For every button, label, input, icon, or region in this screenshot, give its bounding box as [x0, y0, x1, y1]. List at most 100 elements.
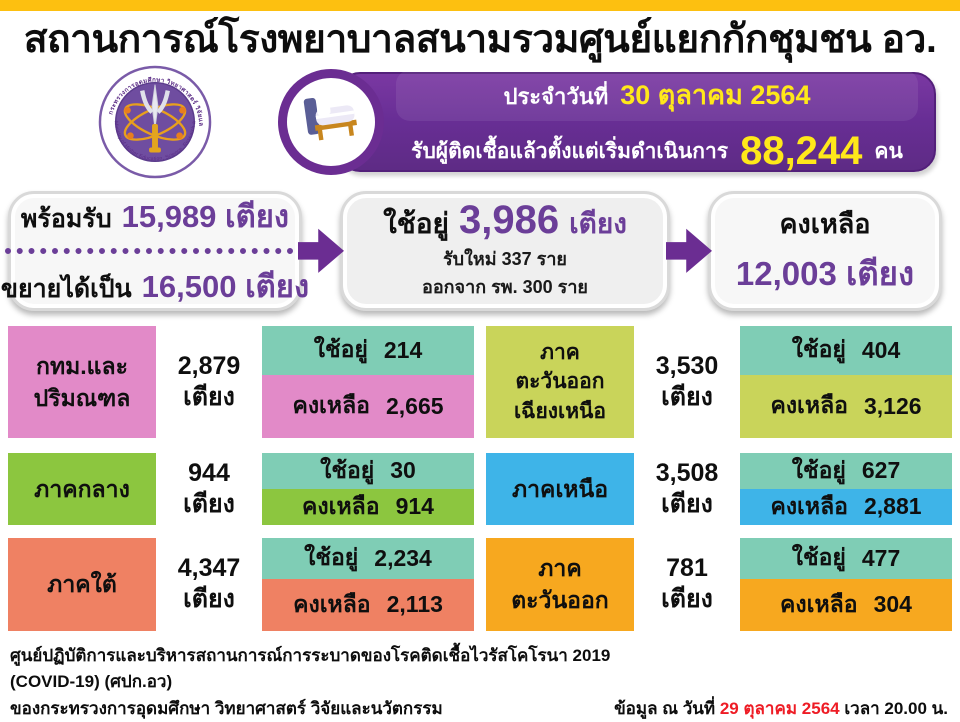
region-name-line: ตะวันออก	[511, 587, 609, 614]
inuse-unit: เตียง	[569, 207, 627, 239]
region-name-line: ภาค	[538, 555, 582, 582]
region-bed-value: 3,530	[655, 351, 719, 380]
region-bed-count: 4,347 เตียง	[161, 537, 257, 631]
used-value: 477	[861, 544, 901, 571]
remain-label: คงเหลือ	[292, 392, 370, 419]
region-used-box: ใช้อยู่ 2,234	[262, 537, 474, 579]
used-label: ใช้อยู่	[313, 336, 368, 363]
region-row-3: ภาคใต้ 4,347 เตียง ใช้อยู่ 2,234 คงเหลือ…	[8, 537, 952, 631]
region-remaining-box: คงเหลือ 2,665	[262, 375, 474, 438]
remain-label: คงเหลือ	[293, 590, 371, 617]
region-remaining-box: คงเหลือ 3,126	[740, 375, 952, 438]
region-name: ภาคใต้	[8, 537, 156, 631]
region-bed-value: 781	[666, 554, 708, 583]
region-remaining-box: คงเหลือ 2,113	[262, 578, 474, 631]
date-value: 30 ตุลาคม 2564	[620, 80, 811, 111]
region-bed-unit: เตียง	[661, 585, 713, 614]
region-name-line: ภาคเหนือ	[511, 475, 609, 502]
region-usage-stack: ใช้อยู่ 477 คงเหลือ 304	[740, 537, 952, 631]
region-bed-count: 3,530 เตียง	[639, 325, 735, 438]
remain-label: คงเหลือ	[770, 392, 848, 419]
region-remaining-box: คงเหลือ 304	[740, 578, 952, 631]
region-row-1: กทม.และ ปริมณฑล 2,879 เตียง ใช้อยู่ 214 …	[8, 325, 952, 438]
region-name: ภาค ตะวันออก เฉียงเหนือ	[486, 325, 634, 438]
region-remaining-box: คงเหลือ 914	[262, 488, 474, 525]
cumulative-label: รับผู้ติดเชื้อแล้วตั้งแต่เริ่มดำเนินการ	[411, 139, 729, 163]
trident-icon	[140, 84, 170, 153]
cumulative-value: 88,244	[740, 129, 863, 174]
region-name-line: เฉียงเหนือ	[513, 399, 607, 423]
region-bed-value: 4,347	[177, 554, 241, 583]
ready-label: พร้อมรับ	[20, 204, 112, 233]
used-label: ใช้อยู่	[791, 544, 846, 571]
data-asof: ข้อมูล ณ วันที่ 29 ตุลาคม 2564 เวลา 20.0…	[614, 695, 948, 722]
asof-date: 29 ตุลาคม 2564	[719, 698, 840, 718]
region-name: ภาคกลาง	[8, 452, 156, 525]
region-row-2: ภาคกลาง 944 เตียง ใช้อยู่ 30 คงเหลือ 914…	[8, 452, 952, 525]
remain-label: คงเหลือ	[770, 492, 848, 519]
used-value: 214	[383, 336, 423, 363]
region-used-box: ใช้อยู่ 214	[262, 325, 474, 376]
region-usage-stack: ใช้อยู่ 627 คงเหลือ 2,881	[740, 452, 952, 525]
region-used-box: ใช้อยู่ 477	[740, 537, 952, 579]
used-value: 404	[861, 336, 901, 363]
orbit-electrons	[124, 106, 186, 139]
used-label: ใช้อยู่	[791, 456, 846, 483]
used-label: ใช้อยู่	[791, 336, 846, 363]
region-name-line: ภาคกลาง	[34, 475, 130, 502]
region-used-box: ใช้อยู่ 30	[262, 452, 474, 489]
remaining-value: 12,003 เตียง	[735, 254, 915, 292]
flow-arrow-icon	[666, 228, 712, 273]
remain-value: 2,881	[863, 493, 922, 520]
used-value: 30	[390, 457, 416, 484]
footer-org-line1: ศูนย์ปฏิบัติการและบริหารสถานการณ์การระบา…	[10, 645, 611, 692]
header-row: กระทรวงการอุดมศึกษา วิทยาศาสตร์ วิจัยและ…	[0, 65, 960, 181]
remain-label: คงเหลือ	[780, 590, 858, 617]
footer-org-line2: ของกระทรวงการอุดมศึกษา วิทยาศาสตร์ วิจัย…	[10, 698, 443, 718]
remain-label: คงเหลือ	[302, 492, 380, 519]
region-used-box: ใช้อยู่ 627	[740, 452, 952, 489]
badge-date-row: ประจำวันที่ 30 ตุลาคม 2564	[396, 70, 918, 122]
region-bed-unit: เตียง	[661, 489, 713, 518]
region-name-line: ภาคใต้	[47, 571, 117, 598]
capacity-divider	[5, 247, 305, 254]
page-title: สถานการณ์โรงพยาบาลสนามรวมศูนย์แยกกักชุมช…	[23, 18, 937, 61]
bed-icon-circle	[278, 68, 384, 175]
region-bed-unit: เตียง	[183, 382, 235, 411]
region-used-box: ใช้อยู่ 404	[740, 325, 952, 376]
region-card-south: ภาคใต้ 4,347 เตียง ใช้อยู่ 2,234 คงเหลือ…	[8, 537, 474, 631]
region-usage-stack: ใช้อยู่ 214 คงเหลือ 2,665	[262, 325, 474, 438]
date-badge: ประจำวันที่ 30 ตุลาคม 2564 รับผู้ติดเชื้…	[278, 68, 936, 175]
region-bed-unit: เตียง	[183, 585, 235, 614]
remain-value: 304	[873, 591, 912, 618]
asof-prefix: ข้อมูล ณ วันที่	[614, 698, 716, 718]
remain-value: 2,665	[385, 392, 444, 419]
inuse-box: ใช้อยู่ 3,986 เตียง รับใหม่ 337 ราย ออกจ…	[340, 190, 670, 311]
region-name-line: ภาค	[540, 340, 580, 364]
region-name-line: กทม.และ	[36, 352, 128, 379]
region-usage-stack: ใช้อยู่ 2,234 คงเหลือ 2,113	[262, 537, 474, 631]
region-bed-count: 2,879 เตียง	[161, 325, 257, 438]
asof-suffix: เวลา 20.00 น.	[844, 698, 948, 718]
used-label: ใช้อยู่	[320, 456, 375, 483]
region-card-bkk: กทม.และ ปริมณฑล 2,879 เตียง ใช้อยู่ 214 …	[8, 325, 474, 438]
region-name: กทม.และ ปริมณฑล	[8, 325, 156, 438]
region-name-line: ตะวันออก	[515, 370, 605, 394]
region-bed-unit: เตียง	[661, 382, 713, 411]
region-bed-value: 3,508	[655, 458, 719, 487]
region-usage-stack: ใช้อยู่ 30 คงเหลือ 914	[262, 452, 474, 525]
remaining-label: คงเหลือ	[779, 208, 871, 239]
inuse-value: 3,986	[458, 197, 560, 242]
top-accent-bar	[0, 0, 960, 11]
date-label: ประจำวันที่	[503, 84, 609, 110]
region-card-north: ภาคเหนือ 3,508 เตียง ใช้อยู่ 627 คงเหลือ…	[486, 452, 952, 525]
expand-label: ขยายได้เป็น	[0, 274, 132, 303]
region-card-east: ภาค ตะวันออก 781 เตียง ใช้อยู่ 477 คงเหล…	[486, 537, 952, 631]
new-admissions: รับใหม่ 337 ราย	[443, 248, 567, 269]
mhesi-logo: กระทรวงการอุดมศึกษา วิทยาศาสตร์ วิจัยและ…	[98, 65, 212, 179]
region-bed-count: 781 เตียง	[639, 537, 735, 631]
remain-value: 3,126	[863, 392, 922, 419]
footer: ศูนย์ปฏิบัติการและบริหารสถานการณ์การระบา…	[0, 631, 960, 722]
bed-icon	[303, 97, 357, 141]
used-label: ใช้อยู่	[304, 544, 359, 571]
